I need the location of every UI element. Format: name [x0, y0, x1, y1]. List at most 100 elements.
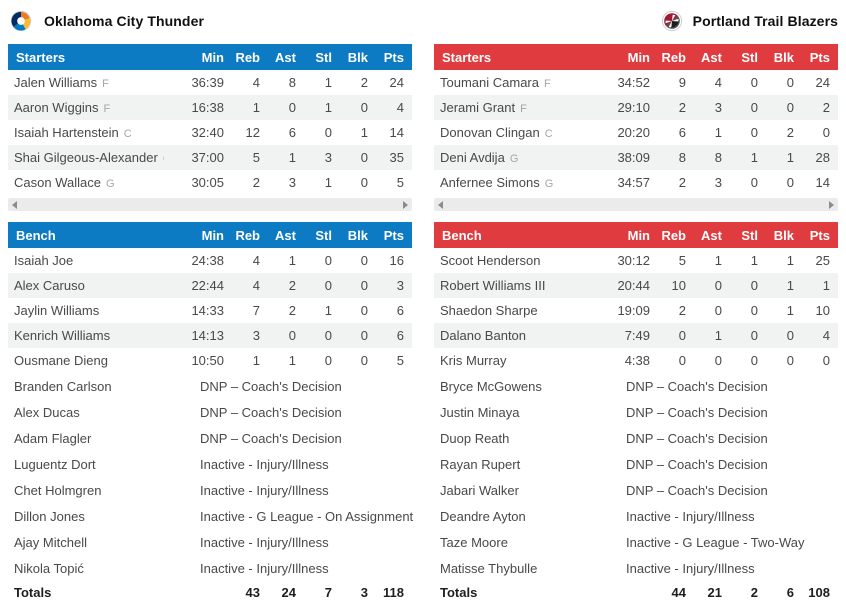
- player-name[interactable]: Duop Reath: [440, 430, 510, 446]
- stat-pts: 5: [396, 353, 404, 368]
- stat-ast: 4: [714, 75, 722, 90]
- player-name[interactable]: Isaiah Hartenstein C: [14, 125, 132, 140]
- stat-stl: 0: [750, 175, 758, 190]
- player-name[interactable]: Chet Holmgren: [14, 482, 102, 498]
- player-status: DNP – Coach's Decision: [200, 404, 342, 420]
- section-label-starters: Starters: [442, 49, 492, 65]
- team-name[interactable]: Oklahoma City Thunder: [44, 13, 205, 29]
- stat-reb: 7: [252, 303, 260, 318]
- stat-ast: 1: [714, 125, 722, 140]
- player-name[interactable]: Dillon Jones: [14, 508, 85, 524]
- dnp-rows: Bryce McGowens DNP – Coach's Decision Ju…: [434, 373, 838, 581]
- stat-stl: 0: [324, 253, 332, 268]
- player-name[interactable]: Taze Moore: [440, 534, 508, 550]
- player-name[interactable]: Robert Williams III: [440, 278, 546, 293]
- stat-stl: 0: [324, 278, 332, 293]
- team-header-blazers: Portland Trail Blazers: [436, 10, 838, 32]
- okc-thunder-logo: [10, 10, 32, 32]
- column-header-ast: Ast: [701, 227, 722, 243]
- team-name[interactable]: Portland Trail Blazers: [692, 13, 838, 29]
- player-name[interactable]: Dalano Banton: [440, 328, 527, 343]
- player-stat-row: Scoot Henderson 30:12 5 1 1 1 25: [434, 248, 838, 273]
- horizontal-scrollbar[interactable]: [434, 198, 838, 211]
- stat-min: 30:12: [617, 253, 650, 268]
- player-name[interactable]: Deandre Ayton: [440, 508, 526, 524]
- player-name[interactable]: Toumani Camara F: [440, 75, 551, 90]
- player-stat-row: Toumani Camara F 34:52 9 4 0 0 24: [434, 70, 838, 95]
- stat-ast: 1: [714, 253, 722, 268]
- player-name[interactable]: Adam Flagler: [14, 430, 92, 446]
- player-name[interactable]: Matisse Thybulle: [440, 560, 538, 576]
- player-name[interactable]: Nikola Topić: [14, 560, 84, 576]
- player-name[interactable]: Luguentz Dort: [14, 456, 96, 472]
- stat-min: 32:40: [191, 125, 224, 140]
- column-header-pts: Pts: [809, 49, 830, 65]
- player-name[interactable]: Jaylin Williams: [14, 303, 100, 318]
- scroll-right-arrow-icon[interactable]: [829, 201, 834, 209]
- player-name[interactable]: Jerami Grant F: [440, 100, 527, 115]
- player-name[interactable]: Rayan Rupert: [440, 456, 521, 472]
- player-status: DNP – Coach's Decision: [200, 430, 342, 446]
- stat-stl: 0: [750, 328, 758, 343]
- scroll-right-arrow-icon[interactable]: [403, 201, 408, 209]
- player-name[interactable]: Justin Minaya: [440, 404, 520, 420]
- player-name[interactable]: Deni Avdija G: [440, 150, 519, 165]
- player-name[interactable]: Donovan Clingan C: [440, 125, 553, 140]
- player-status-row: Alex Ducas DNP – Coach's Decision: [8, 399, 412, 425]
- player-name[interactable]: Alex Ducas: [14, 404, 80, 420]
- stat-pts: 35: [389, 150, 404, 165]
- player-status-row: Taze Moore Inactive - G League - Two-Way: [434, 529, 838, 555]
- player-name[interactable]: Kenrich Williams: [14, 328, 111, 343]
- totals-label: Totals: [14, 584, 52, 600]
- player-status: Inactive - Injury/Illness: [626, 508, 755, 524]
- bench-rows: Isaiah Joe 24:38 4 1 0 0 16 Alex Caruso …: [8, 248, 412, 373]
- player-name[interactable]: Kris Murray: [440, 353, 507, 368]
- column-header-blk: Blk: [773, 49, 794, 65]
- stat-stl: 1: [750, 253, 758, 268]
- stat-blk: 0: [360, 303, 368, 318]
- column-header-blk: Blk: [347, 227, 368, 243]
- player-name[interactable]: Bryce McGowens: [440, 378, 542, 394]
- player-status: DNP – Coach's Decision: [626, 482, 768, 498]
- stat-stl: 0: [750, 278, 758, 293]
- player-name[interactable]: Scoot Henderson: [440, 253, 541, 268]
- player-position: F: [544, 78, 551, 90]
- stat-pts: 24: [815, 75, 830, 90]
- stat-ast: 0: [288, 100, 296, 115]
- stat-blk: 0: [360, 328, 368, 343]
- column-header-stl: Stl: [741, 49, 758, 65]
- stat-ast: 1: [714, 328, 722, 343]
- stat-stl: 0: [750, 353, 758, 368]
- column-header-min: Min: [201, 49, 224, 65]
- player-stat-row: Isaiah Hartenstein C 32:40 12 6 0 1 14: [8, 120, 412, 145]
- player-name[interactable]: Jalen Williams F: [14, 75, 109, 90]
- stat-min: 37:00: [191, 150, 224, 165]
- scroll-left-arrow-icon[interactable]: [438, 201, 443, 209]
- starters-table-header: Starters Min Reb Ast Stl Blk Pts: [8, 44, 412, 70]
- player-name[interactable]: Branden Carlson: [14, 378, 112, 394]
- player-name[interactable]: Isaiah Joe: [14, 253, 74, 268]
- player-stat-row: Kenrich Williams 14:13 3 0 0 0 6: [8, 323, 412, 348]
- column-header-stl: Stl: [741, 227, 758, 243]
- stat-stl: 1: [750, 150, 758, 165]
- player-name[interactable]: Jabari Walker: [440, 482, 519, 498]
- section-label-starters: Starters: [16, 49, 66, 65]
- stat-stl: 0: [324, 125, 332, 140]
- player-name[interactable]: Aaron Wiggins F: [14, 100, 111, 115]
- player-status-row: Jabari Walker DNP – Coach's Decision: [434, 477, 838, 503]
- player-name[interactable]: Shai Gilgeous-AlexanderG: [8, 150, 164, 165]
- totals-reb: 44: [671, 584, 686, 600]
- player-name[interactable]: Cason Wallace G: [14, 175, 115, 190]
- bench-table-header: Bench Min Reb Ast Stl Blk Pts: [8, 222, 412, 248]
- player-name[interactable]: Ousmane Dieng: [14, 353, 108, 368]
- player-name[interactable]: Anfernee Simons G: [440, 175, 554, 190]
- scroll-left-arrow-icon[interactable]: [12, 201, 17, 209]
- player-status-row: Deandre Ayton Inactive - Injury/Illness: [434, 503, 838, 529]
- player-name[interactable]: Ajay Mitchell: [14, 534, 87, 550]
- player-name[interactable]: Alex Caruso: [14, 278, 85, 293]
- player-name[interactable]: Shaedon Sharpe: [440, 303, 538, 318]
- stat-pts: 5: [396, 175, 404, 190]
- horizontal-scrollbar[interactable]: [8, 198, 412, 211]
- stat-reb: 0: [678, 353, 686, 368]
